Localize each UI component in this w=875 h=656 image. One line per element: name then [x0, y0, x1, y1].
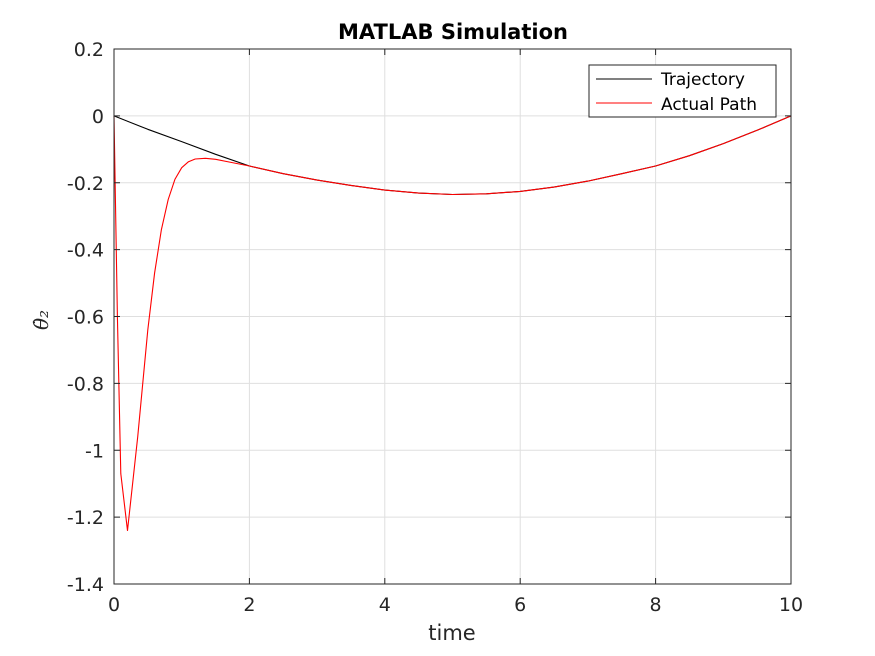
axes: 0 2 4 6 8 10 0.2 0 -0.2 -0.4 -0.6 -0.8 -1 -1.2 -1.4	[67, 39, 803, 616]
y-tick-label: -0.6	[67, 307, 104, 329]
x-tick-label: 2	[243, 594, 255, 616]
y-axis-label: θ̇₂	[29, 310, 53, 330]
y-tick-label: 0.2	[74, 39, 104, 61]
legend-label-actual-path: Actual Path	[661, 95, 757, 115]
plot-area	[113, 115, 792, 532]
x-tick-label: 10	[779, 594, 803, 616]
axes-frame	[113, 48, 792, 585]
chart-title: MATLAB Simulation	[338, 20, 568, 44]
x-tick-label: 0	[108, 594, 120, 616]
legend-box	[588, 64, 777, 118]
y-tick-label: -1	[85, 440, 104, 462]
x-tick-label: 4	[379, 594, 391, 616]
legend-label-trajectory: Trajectory	[660, 70, 745, 90]
y-tick-label: -1.2	[67, 507, 104, 529]
y-tick-label: -0.2	[67, 173, 104, 195]
legend: Trajectory Actual Path	[588, 64, 777, 118]
y-tick-label: -0.4	[67, 240, 104, 262]
series-line-actual-path	[113, 115, 792, 532]
y-tick-label: -0.8	[67, 373, 104, 395]
x-axis-label: time	[428, 621, 475, 645]
y-tick-label: -1.4	[67, 574, 104, 596]
grid	[114, 49, 791, 584]
x-tick-label: 6	[514, 594, 526, 616]
y-tick-label: 0	[92, 106, 104, 128]
x-tick-label: 8	[650, 594, 662, 616]
